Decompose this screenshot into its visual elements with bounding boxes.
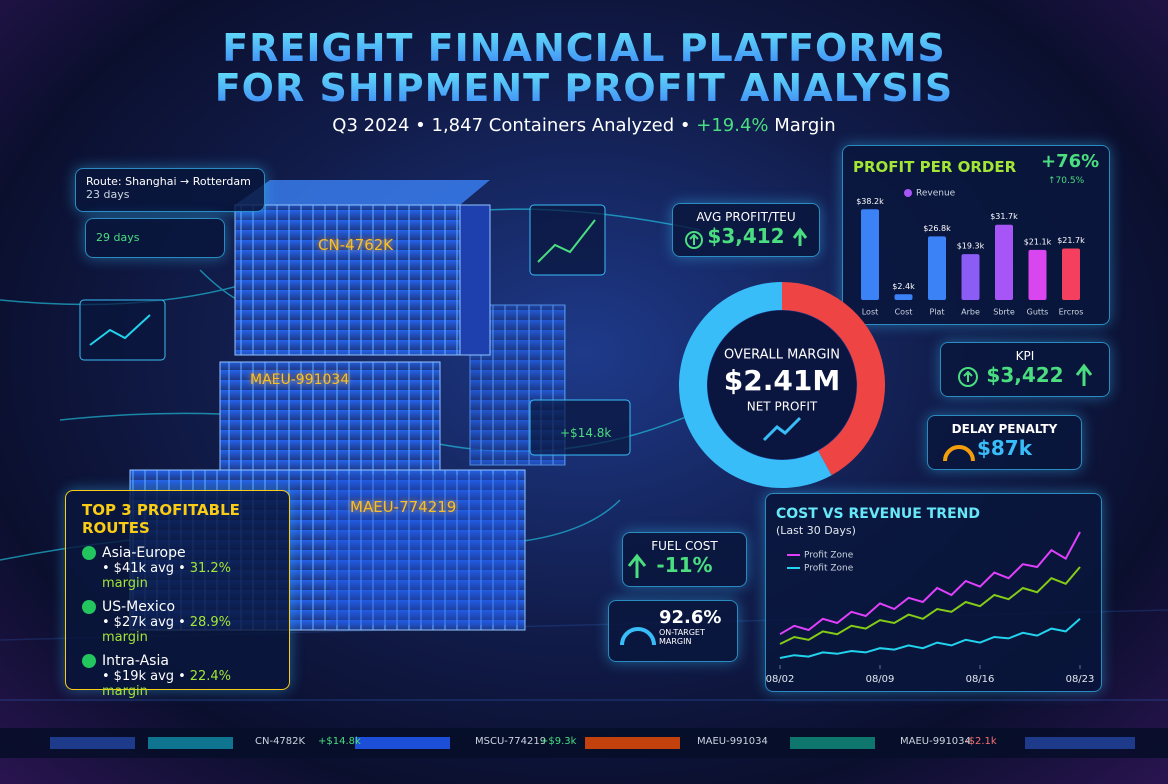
- ticker-delta: +$9.3k: [540, 736, 577, 747]
- route-item: US-Mexico • $27k avg • 28.9% margin: [82, 599, 273, 645]
- route-detail: • $19k avg • 22.4% margin: [82, 669, 273, 699]
- profit-card: PROFIT PER ORDER +76% ↑70.5%: [842, 145, 1110, 325]
- ticker-delta: +$14.8k: [318, 736, 361, 747]
- bullet: •: [178, 615, 186, 630]
- avg-profit-card: AVG PROFIT/TEU $3,412: [672, 203, 820, 257]
- route-name: Intra-Asia: [82, 653, 273, 669]
- target-label: ON-TARGET MARGIN: [659, 628, 705, 646]
- fuel-label: FUEL COST: [651, 539, 718, 553]
- container-label: MAEU-774219: [350, 498, 457, 516]
- route: Route: Shanghai → Rotterdam: [86, 175, 251, 188]
- bullet: •: [102, 561, 110, 576]
- bullet: •: [102, 615, 110, 630]
- bar-badge: +76%: [1041, 151, 1100, 172]
- route-detail: • $27k avg • 28.9% margin: [82, 615, 273, 645]
- delay-card: DELAY PENALTY $87k: [927, 415, 1082, 470]
- check-icon: [82, 654, 96, 668]
- delay-label: DELAY PENALTY: [951, 422, 1058, 436]
- ticker-delta: -$2.1k: [965, 736, 997, 747]
- route-item: Asia-Europe • $41k avg • 31.2% margin: [82, 545, 273, 591]
- subtitle-highlight: +19.4%: [696, 115, 769, 136]
- kpi-label: KPI: [1015, 349, 1035, 363]
- kpi-value: $3,422: [986, 363, 1064, 387]
- line-title: COST VS REVENUE TREND: [776, 506, 980, 522]
- route-name: Asia-Europe: [82, 545, 273, 561]
- transit: 23 days: [86, 188, 130, 201]
- eta-card: 29 days: [85, 218, 225, 258]
- route-margin: 31.2% margin: [102, 561, 232, 591]
- route-name-text: Asia-Europe: [102, 545, 186, 561]
- title-line: FOR SHIPMENT PROFIT ANALYSIS: [0, 66, 1168, 110]
- target-value: 92.6%: [659, 607, 722, 628]
- route-detail: • $41k avg • 31.2% margin: [82, 561, 273, 591]
- ticker-bar: [0, 728, 1168, 758]
- subtitle: Q3 2024 • 1,847 Containers Analyzed • +1…: [0, 115, 1168, 136]
- bullet: •: [102, 669, 110, 684]
- container-label: CN-4762K: [318, 236, 394, 254]
- route-avg: $19k avg: [113, 669, 175, 684]
- float-gain: +$14.8k: [560, 426, 612, 440]
- fuel-card: FUEL COST -11%: [622, 532, 747, 587]
- containers: [129, 180, 566, 631]
- routes-card: TOP 3 PROFITABLE ROUTES Asia-Europe • $41k…: [65, 490, 290, 699]
- line-subtitle: (Last 30 Days): [776, 524, 856, 537]
- subtitle-lead: Q3 2024 • 1,847 Containers Analyzed •: [332, 115, 691, 136]
- mini-panels: [79, 204, 631, 456]
- routes-title: TOP 3 PROFITABLE ROUTES: [82, 501, 240, 537]
- route-name: US-Mexico: [82, 599, 273, 615]
- fuel-value: -11%: [656, 553, 713, 577]
- avg-profit-label: AVG PROFIT/TEU: [696, 210, 796, 224]
- trend-card: COST VS REVENUE TREND (Last 30 Days): [765, 493, 1102, 692]
- bar-title: PROFIT PER ORDER: [853, 158, 1017, 176]
- ticker-id: MSCU-774219: [475, 736, 547, 747]
- check-icon: [82, 600, 96, 614]
- avg-profit-value: $3,412: [707, 224, 785, 248]
- target-card: 92.6% ON-TARGET MARGIN: [608, 600, 738, 662]
- route-avg: $41k avg: [113, 561, 175, 576]
- route-name-text: Intra-Asia: [102, 653, 169, 669]
- ticker-id: CN-4782K: [255, 736, 306, 747]
- route-name-text: US-Mexico: [102, 599, 176, 615]
- check-icon: [82, 546, 96, 560]
- route-margin: 22.4% margin: [102, 669, 232, 699]
- delay-value: $87k: [976, 436, 1033, 460]
- bullet: •: [178, 561, 186, 576]
- kpi-card: KPI $3,422: [940, 342, 1110, 397]
- route-card: Route: Shanghai → Rotterdam 23 days: [75, 168, 265, 212]
- subtitle-tail: Margin: [774, 115, 836, 136]
- ticker: CN-4782K +$14.8k MSCU-774219 +$9.3k MAEU-991…: [0, 728, 1168, 758]
- bullet: •: [178, 669, 186, 684]
- route-avg: $27k avg: [113, 615, 175, 630]
- route-margin: 28.9% margin: [102, 615, 232, 645]
- ticker-id: MAEU-991034: [697, 736, 768, 747]
- route-item: Intra-Asia • $19k avg • 22.4% margin: [82, 653, 273, 699]
- container-label: MAEU-991034: [250, 372, 350, 388]
- title-line: FREIGHT FINANCIAL PLATFORMS: [0, 26, 1168, 70]
- ticker-id: MAEU-991034: [900, 736, 971, 747]
- bar-badge-sub: ↑70.5%: [1048, 176, 1085, 186]
